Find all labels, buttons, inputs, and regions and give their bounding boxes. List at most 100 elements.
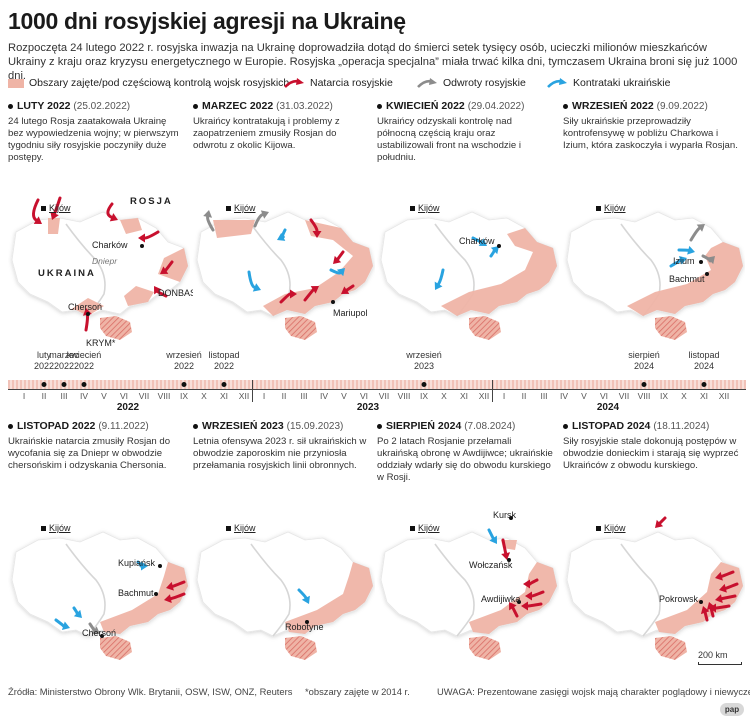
panel-date: (7.08.2024) — [464, 421, 516, 432]
timeline-month-label: VI — [599, 391, 609, 401]
capital-marker-icon — [596, 526, 601, 531]
panel-date: (9.11.2022) — [98, 421, 149, 432]
panel-sierpien-2024: SIERPIEŃ 2024 (7.08.2024) Po 2 latach Ro… — [377, 420, 559, 688]
timeline-month-label: XI — [699, 391, 709, 401]
legend-russian-attack: Natarcia rosyjskie — [283, 77, 393, 89]
timeline-bar — [8, 380, 746, 390]
capital-marker-icon — [41, 206, 46, 211]
timeline-event-label: kwiecień 2022 — [66, 350, 102, 371]
timeline-event-marker — [41, 382, 47, 387]
city-marker-icon — [507, 558, 511, 562]
panel-heading: LISTOPAD 2022 (9.11.2022) — [8, 420, 190, 432]
city-marker-icon — [140, 244, 144, 248]
capital-marker-icon — [41, 526, 46, 531]
city-marker-icon — [154, 592, 158, 596]
panel-date: (29.04.2022) — [467, 101, 525, 112]
panel-heading: WRZESIEŃ 2023 (15.09.2023) — [193, 420, 375, 432]
timeline-month-label: X — [201, 391, 207, 401]
map-label-kharkiv: Charków — [459, 236, 495, 246]
map: Kijów Kursk Wołczańsk Awdijiwka — [377, 488, 559, 668]
timeline-month-label: IV — [79, 391, 89, 401]
map-label-kherson: Chersoń — [82, 628, 117, 638]
timeline-year-label: 2023 — [356, 402, 380, 413]
timeline-month-label: XII — [238, 391, 250, 401]
timeline-month-label: X — [441, 391, 447, 401]
timeline-event-marker — [421, 382, 427, 387]
city-marker-icon — [305, 620, 309, 624]
scale-bar: 200 km — [698, 650, 742, 665]
map: Kijów Izium Bachmut — [563, 168, 745, 348]
panel-description: Po 2 latach Rosjanie przełamali ukraińsk… — [377, 436, 553, 483]
legend-ukr-counter: Kontrataki ukraińskie — [546, 77, 670, 89]
panel-description: Siły rosyjskie stale dokonują postępów w… — [563, 436, 739, 471]
timeline-event-marker — [61, 382, 67, 387]
timeline-month-label: III — [60, 391, 68, 401]
panel-description: 24 lutego Rosja zaatakowała Ukrainę bez … — [8, 116, 179, 163]
timeline-event-label: sierpień 2024 — [628, 350, 660, 371]
timeline-event-marker — [81, 382, 87, 387]
panel-heading-text: LUTY 2022 — [17, 100, 71, 112]
intro-text: Rozpoczęta 24 lutego 2022 r. rosyjska in… — [8, 42, 738, 82]
legend-russian-attack-label: Natarcia rosyjskie — [310, 77, 393, 89]
timeline-event-label: wrzesień 2023 — [406, 350, 442, 371]
timeline-event-label: luty 2022 — [33, 350, 55, 371]
legend-occupied-label: Obszary zajęte/pod częściową kontrolą wo… — [29, 77, 290, 89]
map-label-river: Dniepr — [92, 256, 118, 266]
timeline-month-label: II — [41, 391, 47, 401]
timeline-axis — [8, 389, 746, 390]
map: Kijów Mariupol — [193, 168, 375, 348]
city-marker-icon — [699, 260, 703, 264]
panel-heading: SIERPIEŃ 2024 (7.08.2024) — [377, 420, 559, 432]
panel-listopad-2022: LISTOPAD 2022 (9.11.2022) Ukraińskie nat… — [8, 420, 190, 688]
map: Kijów Pokrowsk — [563, 488, 745, 668]
city-marker-icon — [331, 300, 335, 304]
occupied-swatch-icon — [8, 78, 24, 88]
map-label-pokrovsk: Pokrowsk — [659, 594, 699, 604]
timeline-month-label: III — [300, 391, 308, 401]
legend-russian-retreat-label: Odwroty rosyjskie — [443, 77, 526, 89]
timeline-month-label: V — [581, 391, 587, 401]
panel-wrzesien-2022: WRZESIEŃ 2022 (9.09.2022) Siły ukraiński… — [563, 100, 745, 368]
panel-description: Ukraińcy kontratakują i problemy z zaopa… — [193, 116, 340, 151]
panel-wrzesien-2023: WRZESIEŃ 2023 (15.09.2023) Letnia ofensy… — [193, 420, 375, 688]
timeline-month-label: III — [540, 391, 548, 401]
panel-kwiecien-2022: KWIECIEŃ 2022 (29.04.2022) Ukraińcy odzy… — [377, 100, 559, 368]
timeline-month-label: V — [101, 391, 107, 401]
panel-date: (9.09.2022) — [656, 101, 708, 112]
panel-heading: LISTOPAD 2024 (18.11.2024) — [563, 420, 745, 432]
panel-description: Ukraińcy odzyskali kontrolę nad północną… — [377, 116, 521, 163]
bullet-icon — [377, 423, 382, 429]
panel-listopad-2024: LISTOPAD 2024 (18.11.2024) Siły rosyjski… — [563, 420, 745, 688]
city-marker-icon — [86, 312, 90, 316]
panel-description: Ukraińskie natarcia zmusiły Rosjan do wy… — [8, 436, 171, 471]
panel-heading-text: LISTOPAD 2022 — [17, 420, 96, 432]
panel-date: (25.02.2022) — [73, 101, 131, 112]
timeline-month-label: IX — [419, 391, 429, 401]
timeline-month-label: IV — [319, 391, 329, 401]
capital-label: Kijów — [49, 523, 71, 533]
panel-luty-2022: LUTY 2022 (25.02.2022) 24 lutego Rosja z… — [8, 100, 200, 368]
map: Kijów Kupiańsk Bachmut Chersoń — [8, 488, 190, 668]
panel-heading: KWIECIEŃ 2022 (29.04.2022) — [377, 100, 559, 112]
timeline-month-label: VI — [359, 391, 369, 401]
timeline-month-label: II — [521, 391, 527, 401]
map: Kijów Charków — [377, 168, 559, 348]
footer-sources: Źródła: Ministerstwo Obrony Wlk. Brytani… — [8, 686, 293, 697]
map-svg — [563, 168, 745, 348]
timeline-month-label: XII — [478, 391, 490, 401]
map-svg — [8, 488, 190, 668]
capital-label: Kijów — [604, 523, 626, 533]
city-marker-icon — [100, 634, 104, 638]
legend: Obszary zajęte/pod częściową kontrolą wo… — [8, 77, 748, 91]
panel-date: (31.03.2022) — [276, 101, 333, 112]
map-label-crimea: KRYM* — [86, 338, 116, 348]
timeline-month-label: XI — [459, 391, 469, 401]
map-label-bakhmut: Bachmut — [118, 588, 154, 598]
timeline-month-label: VII — [138, 391, 150, 401]
timeline-event-label: wrzesień 2022 — [166, 350, 202, 371]
panel-heading-text: WRZESIEŃ 2023 — [202, 420, 284, 432]
timeline-month-label: XII — [718, 391, 730, 401]
pap-logo: pap — [720, 703, 744, 716]
bullet-icon — [8, 423, 13, 429]
grey-arrow-icon — [417, 78, 437, 88]
